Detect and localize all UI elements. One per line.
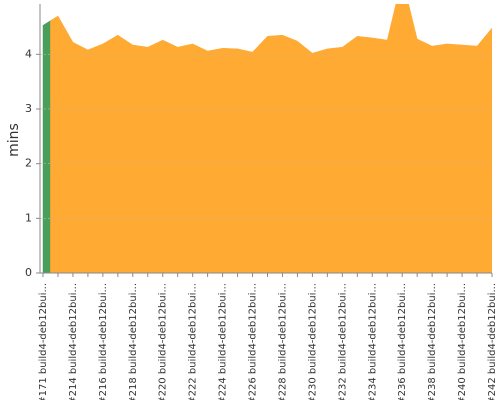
x-tick-label: #216 build4-deb12bui... [98,283,109,400]
area-segment [95,39,111,273]
area-segment [155,39,171,273]
area-segment [439,43,455,273]
y-tick-label: 2 [25,157,32,170]
x-tick-label: #236 build4-deb12bui... [397,283,408,400]
area-segment [469,36,485,273]
area-segment [379,8,395,273]
x-tick-label: #218 build4-deb12bui... [128,283,139,400]
x-tick-label: #234 build4-deb12bui... [367,283,378,400]
x-tick-label: #226 build4-deb12bui... [248,283,259,400]
x-tick-label: #224 build4-deb12bui... [218,283,229,400]
x-tick-label: #240 build4-deb12bui... [457,283,468,400]
area-segment [184,43,201,273]
x-tick-label: #228 build4-deb12bui... [277,283,288,400]
area-segment [244,43,261,273]
area-segment [229,48,246,273]
area-segment [484,27,492,273]
x-tick-label: #171 build4-deb12bui... [38,283,49,400]
x-tick-label: #238 build4-deb12bui... [427,283,438,400]
area-segment [80,45,96,273]
area-segment [454,44,470,273]
x-tick-label: #242 build4-deb12bui... [487,283,498,400]
area-segment [274,34,291,273]
area-segment [214,48,231,273]
area-segment [424,42,440,273]
area-segment [364,36,380,273]
area-segment [409,8,425,273]
area-segment [304,46,321,273]
x-tick-label: #230 build4-deb12bui... [307,283,318,400]
y-tick-label: 4 [25,47,32,60]
y-tick-label: 3 [25,102,32,115]
area-segment [199,47,216,273]
y-tick-label: 1 [25,211,32,224]
area-segment [259,35,276,273]
x-tick-label: #220 build4-deb12bui... [158,283,169,400]
y-tick-label: 0 [25,266,32,279]
area-segment [334,41,351,273]
area-segment [125,39,141,273]
area-segment [319,47,336,273]
area-segment [289,37,306,273]
area-segment [169,43,186,273]
x-tick-label: #214 build4-deb12bui... [68,283,79,400]
area-segment [140,43,156,273]
area-segment [110,34,126,273]
area-segment [394,4,410,273]
area-segment [349,35,366,273]
y-axis-label: mins [6,123,22,157]
x-tick-label: #222 build4-deb12bui... [188,283,199,400]
area-segment [50,15,66,273]
area-segment [65,28,81,273]
area-segment [42,20,51,273]
x-tick-label: #232 build4-deb12bui... [337,283,348,400]
plot-area [42,4,492,273]
